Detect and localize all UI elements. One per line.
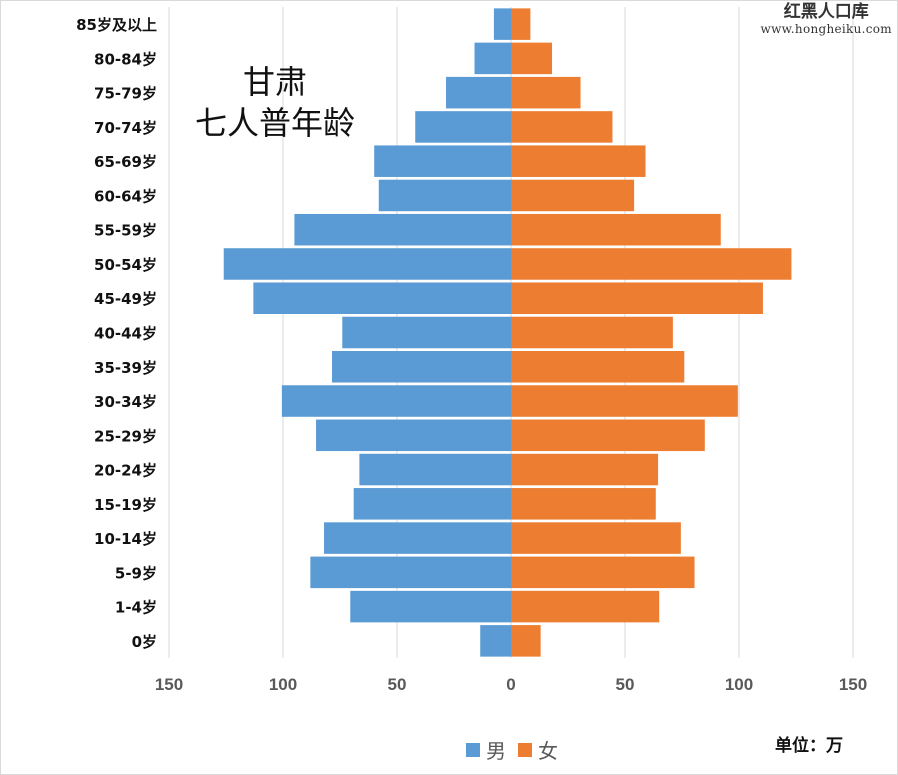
bar-female [511, 8, 531, 40]
bar-male [223, 248, 511, 280]
bar-female [511, 282, 763, 314]
bar-male [374, 145, 511, 177]
bar-male [446, 76, 511, 109]
bar-female [511, 351, 685, 383]
category-label: 55-59岁 [94, 222, 157, 240]
category-label: 30-34岁 [94, 393, 157, 411]
bar-male [415, 111, 511, 143]
category-label: 5-9岁 [115, 564, 157, 582]
category-label: 0岁 [132, 633, 157, 651]
bar-male [378, 179, 511, 212]
watermark-url: www.hongheiku.com [760, 22, 892, 36]
x-tick-label: 50 [388, 675, 407, 694]
unit-label: 单位：万 [775, 736, 843, 756]
watermark: 红黑人口库 www.hongheiku.com [761, 2, 892, 36]
x-tick-label: 150 [839, 675, 867, 694]
legend-label-female: 女 [538, 739, 558, 763]
category-label: 70-74岁 [94, 119, 157, 137]
legend-label-male: 男 [486, 739, 506, 763]
bar-male [493, 8, 511, 40]
bar-female [511, 213, 721, 246]
bar-female [511, 556, 695, 589]
bar-male [480, 625, 511, 657]
category-label: 60-64岁 [94, 187, 157, 205]
bar-male [310, 556, 511, 589]
x-tick-label: 50 [616, 675, 635, 694]
x-tick-label: 150 [155, 675, 183, 694]
category-label: 35-39岁 [94, 359, 157, 377]
category-label: 10-14岁 [94, 530, 157, 548]
bar-female [511, 145, 646, 177]
bar-male [342, 316, 511, 349]
bar-female [511, 419, 705, 452]
category-label: 20-24岁 [94, 462, 157, 480]
bar-male [350, 590, 511, 623]
category-label: 85岁及以上 [76, 16, 157, 34]
bar-female [511, 625, 541, 657]
category-label: 65-69岁 [94, 153, 157, 171]
bar-male [359, 453, 511, 486]
bar-male [316, 419, 511, 452]
legend-item-male: 男 [466, 735, 506, 764]
category-label: 45-49岁 [94, 290, 157, 308]
watermark-name: 红黑人口库 [783, 2, 869, 22]
bar-male [353, 488, 511, 520]
bar-male [253, 282, 512, 314]
bar-male [281, 385, 511, 417]
bar-male [294, 213, 511, 246]
bar-female [511, 453, 659, 486]
category-labels: 85岁及以上 80-84岁 75-79岁 70-74岁 65-69岁 60-64岁 55-5… [76, 16, 157, 651]
bar-female [511, 42, 553, 75]
legend: 男 女 [466, 735, 570, 764]
chart-title: 甘肃 七人普年龄 [175, 62, 375, 144]
bar-female [511, 111, 613, 143]
bar-female [511, 76, 581, 109]
bar-male [474, 42, 511, 75]
category-label: 50-54岁 [94, 256, 157, 274]
x-tick-label: 100 [725, 675, 753, 694]
legend-swatch-male [466, 742, 480, 757]
bars [223, 8, 792, 657]
category-label: 75-79岁 [94, 85, 157, 103]
legend-item-female: 女 [518, 735, 558, 764]
bar-female [511, 488, 656, 520]
bar-female [511, 248, 792, 280]
legend-swatch-female [518, 742, 532, 757]
title-line-2: 七人普年龄 [194, 104, 355, 142]
x-tick-label: 0 [506, 675, 515, 694]
bar-male [324, 522, 511, 554]
bar-female [511, 179, 635, 212]
category-label: 25-29岁 [94, 427, 157, 445]
bar-female [511, 385, 738, 417]
bar-female [511, 522, 681, 554]
category-label: 1-4岁 [115, 599, 157, 617]
title-line-1: 甘肃 [242, 63, 307, 101]
bar-female [511, 316, 673, 349]
x-axis-ticks: 150 100 50 0 50 100 150 [155, 675, 867, 694]
category-label: 40-44岁 [94, 325, 157, 343]
x-tick-label: 100 [269, 675, 297, 694]
category-label: 80-84岁 [94, 50, 157, 68]
bar-female [511, 590, 660, 623]
bar-male [332, 351, 511, 383]
category-label: 15-19岁 [94, 496, 157, 514]
